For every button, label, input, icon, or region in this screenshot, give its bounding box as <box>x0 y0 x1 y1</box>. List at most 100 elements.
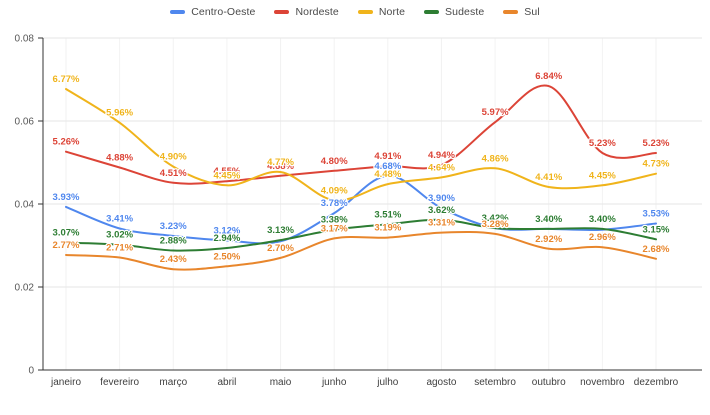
horizontal-gridlines <box>43 37 702 288</box>
data-label-norte-8: 4.86% <box>482 153 509 164</box>
x-tick-label-abril: abril <box>217 377 236 388</box>
data-label-sudeste-11: 3.15% <box>643 224 670 235</box>
legend-item-centro-oeste: Centro-Oeste <box>170 6 255 18</box>
data-label-sul-3: 2.50% <box>213 251 240 262</box>
data-label-sudeste-7: 3.62% <box>428 205 455 216</box>
data-label-centro-oeste-5: 3.78% <box>321 198 348 209</box>
legend-item-sul: Sul <box>503 6 540 18</box>
legend-swatch-centro-oeste <box>170 10 186 14</box>
x-tick-label-janeiro: janeiro <box>50 377 81 388</box>
legend-label-nordeste: Nordeste <box>295 6 339 18</box>
x-tick-label-agosto: agosto <box>426 377 456 388</box>
y-axis: 0.08 0.06 0.04 0.02 0 <box>15 34 43 377</box>
legend-swatch-sudeste <box>424 10 440 14</box>
data-label-centro-oeste-2: 3.23% <box>160 221 187 232</box>
data-label-sul-8: 3.28% <box>482 219 509 230</box>
data-label-sudeste-9: 3.40% <box>535 214 562 225</box>
legend-label-norte: Norte <box>378 6 406 18</box>
data-label-nordeste-2: 4.51% <box>160 168 187 179</box>
x-tick-label-novembro: novembro <box>580 377 625 388</box>
data-label-nordeste-11: 5.23% <box>643 138 670 149</box>
legend-label-centro-oeste: Centro-Oeste <box>191 6 256 18</box>
series-line-sudeste <box>65 218 657 252</box>
x-tick-label-mar-o: março <box>159 377 187 388</box>
data-label-sudeste-4: 3.13% <box>267 225 294 236</box>
data-label-nordeste-7: 4.94% <box>428 150 455 161</box>
data-label-norte-7: 4.64% <box>428 162 455 173</box>
data-label-sul-7: 3.31% <box>428 218 455 229</box>
data-label-sul-11: 2.68% <box>643 244 670 255</box>
series-lines <box>65 84 657 271</box>
data-label-norte-9: 4.41% <box>535 172 562 183</box>
legend-swatch-nordeste <box>274 10 290 14</box>
x-tick-label-julho: julho <box>376 377 399 388</box>
data-label-nordeste-4: 4.68% <box>267 161 294 172</box>
data-label-sudeste-3: 2.94% <box>213 233 240 244</box>
data-label-nordeste-1: 4.88% <box>106 152 133 163</box>
data-label-norte-6: 4.48% <box>374 169 401 180</box>
chart-legend: Centro-Oeste Nordeste Norte Sudeste Sul <box>0 6 710 18</box>
data-label-norte-0: 6.77% <box>53 74 80 85</box>
data-label-nordeste-6: 4.91% <box>374 151 401 162</box>
data-label-sul-2: 2.43% <box>160 254 187 265</box>
data-label-norte-5: 4.09% <box>321 185 348 196</box>
data-label-nordeste-5: 4.80% <box>321 156 348 167</box>
series-line-norte <box>65 88 657 202</box>
data-label-nordeste-9: 6.84% <box>535 71 562 82</box>
y-tick-label: 0.02 <box>15 283 35 294</box>
data-label-sul-6: 3.19% <box>374 223 401 234</box>
data-label-centro-oeste-8: 3.42% <box>482 213 509 224</box>
x-tick-label-maio: maio <box>270 377 292 388</box>
series-line-nordeste <box>65 84 657 185</box>
data-label-nordeste-0: 5.26% <box>53 137 80 148</box>
data-label-nordeste-3: 4.55% <box>213 166 240 177</box>
legend-label-sul: Sul <box>524 6 540 18</box>
data-label-norte-2: 4.90% <box>160 152 187 163</box>
data-label-centro-oeste-0: 3.93% <box>53 192 80 203</box>
series-line-sul <box>65 231 657 271</box>
data-label-nordeste-10: 5.23% <box>589 138 616 149</box>
data-label-centro-oeste-1: 3.41% <box>106 213 133 224</box>
data-label-centro-oeste-6: 4.68% <box>374 161 401 172</box>
data-label-sudeste-8: 3.42% <box>482 213 509 224</box>
x-tick-label-setembro: setembro <box>474 377 516 388</box>
data-label-norte-10: 4.45% <box>589 170 616 181</box>
data-label-sudeste-0: 3.07% <box>53 228 80 239</box>
data-label-norte-3: 4.45% <box>213 170 240 181</box>
data-label-sul-9: 2.92% <box>535 234 562 245</box>
legend-item-norte: Norte <box>357 6 406 18</box>
data-label-sudeste-6: 3.51% <box>374 209 401 220</box>
data-label-nordeste-8: 5.97% <box>482 107 509 118</box>
data-label-sul-4: 2.70% <box>267 243 294 254</box>
legend-label-sudeste: Sudeste <box>445 6 485 18</box>
y-tick-label: 0.08 <box>15 34 35 45</box>
x-axis-labels: janeiro fevereiro março abril maio junho julho… <box>50 377 679 388</box>
x-tick-label-dezembro: dezembro <box>634 377 679 388</box>
data-label-centro-oeste-9: 3.40% <box>535 214 562 225</box>
data-label-sudeste-10: 3.40% <box>589 214 616 225</box>
data-label-norte-11: 4.73% <box>643 159 670 170</box>
y-tick-label: 0.04 <box>15 200 35 211</box>
x-tick-label-fevereiro: fevereiro <box>100 377 139 388</box>
data-label-centro-oeste-11: 3.53% <box>643 209 670 220</box>
legend-swatch-sul <box>503 10 519 14</box>
data-label-norte-4: 4.77% <box>267 157 294 168</box>
legend-swatch-norte <box>357 10 373 14</box>
data-label-sudeste-1: 3.02% <box>106 230 133 241</box>
data-label-sul-0: 2.77% <box>53 240 80 251</box>
legend-item-nordeste: Nordeste <box>274 6 339 18</box>
legend-item-sudeste: Sudeste <box>424 6 484 18</box>
data-label-sul-5: 3.17% <box>321 223 348 234</box>
data-label-centro-oeste-3: 3.12% <box>213 226 240 237</box>
data-labels: 3.93% 3.41% 3.23% 3.12% 3.78% 4.68% 3.90% 3.42%… <box>51 70 671 266</box>
data-label-sudeste-5: 3.38% <box>321 215 348 226</box>
data-label-sudeste-2: 2.88% <box>160 235 187 246</box>
series-line-centro-oeste <box>65 174 657 245</box>
x-tick-label-junho: junho <box>321 377 347 388</box>
y-tick-label: 0.06 <box>15 117 35 128</box>
x-tick-label-outubro: outubro <box>532 377 566 388</box>
data-label-sul-10: 2.96% <box>589 232 616 243</box>
data-label-norte-1: 5.96% <box>106 108 133 119</box>
